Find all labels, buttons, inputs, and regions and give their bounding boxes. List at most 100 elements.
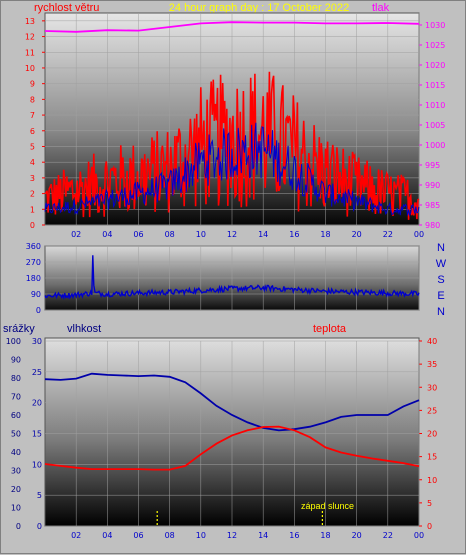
rain-y-tick-label: 100 bbox=[6, 337, 21, 346]
humidity-x-tick-label: 10 bbox=[196, 531, 206, 540]
rain-y-tick-label: 60 bbox=[11, 411, 21, 420]
temperature-y-tick-label: 25 bbox=[427, 406, 437, 415]
wind-y-tick-label: 10 bbox=[25, 64, 35, 73]
pressure-y-tick-label: 1030 bbox=[425, 21, 445, 30]
temperature-y-tick-label: 0 bbox=[427, 522, 432, 531]
humidity-y-tick-label: 30 bbox=[32, 337, 42, 346]
temperature-y-tick-label: 35 bbox=[427, 360, 437, 369]
wind-y-tick-label: 2 bbox=[30, 190, 35, 199]
pressure-y-tick-label: 980 bbox=[425, 221, 440, 230]
wind-speed-label: rychlost větru bbox=[34, 2, 99, 14]
humidity-x-tick-label: 14 bbox=[258, 531, 268, 540]
pressure-label: tlak bbox=[372, 2, 390, 14]
chart-title: 24 hour graph day : 17 October 2022 bbox=[169, 2, 349, 14]
temperature-y-tick-label: 20 bbox=[427, 430, 437, 439]
wind-y-tick-label: 9 bbox=[30, 80, 35, 89]
wind-direction-series bbox=[44, 255, 420, 301]
humidity-x-tick-label: 12 bbox=[227, 531, 237, 540]
direction-y-tick-label: 90 bbox=[31, 290, 41, 299]
wind-x-tick-label: 16 bbox=[289, 230, 299, 239]
temperature-label: teplota bbox=[313, 323, 347, 335]
humidity-x-tick-label: 18 bbox=[320, 531, 330, 540]
rain-y-tick-label: 30 bbox=[11, 467, 21, 476]
wind-x-tick-label: 00 bbox=[414, 230, 424, 239]
pressure-y-tick-label: 1020 bbox=[425, 61, 445, 70]
humidity-x-tick-label: 20 bbox=[352, 531, 362, 540]
pressure-y-tick-label: 1025 bbox=[425, 41, 445, 50]
pressure-y-tick-label: 985 bbox=[425, 201, 440, 210]
wind-y-tick-label: 7 bbox=[30, 111, 35, 120]
wind-x-tick-label: 08 bbox=[165, 230, 175, 239]
wind-y-tick-label: 13 bbox=[25, 17, 35, 26]
humidity-y-tick-label: 0 bbox=[37, 522, 42, 531]
wind-y-tick-label: 0 bbox=[30, 221, 35, 230]
wind-x-tick-label: 10 bbox=[196, 230, 206, 239]
humidity-y-tick-label: 25 bbox=[32, 368, 42, 377]
rain-y-tick-label: 10 bbox=[11, 504, 21, 513]
humidity-x-tick-label: 02 bbox=[71, 531, 81, 540]
wind-x-tick-label: 12 bbox=[227, 230, 237, 239]
temperature-y-tick-label: 30 bbox=[427, 383, 437, 392]
compass-n-top: N bbox=[437, 242, 445, 254]
humidity-y-tick-label: 20 bbox=[32, 399, 42, 408]
compass-w: W bbox=[436, 258, 447, 270]
temperature-series bbox=[44, 425, 420, 471]
direction-y-tick-label: 360 bbox=[26, 242, 41, 251]
wind-y-tick-label: 6 bbox=[30, 127, 35, 136]
sunset-annotation: západ slunce bbox=[301, 501, 354, 511]
direction-y-tick-label: 0 bbox=[36, 306, 41, 315]
temperature-y-tick-label: 15 bbox=[427, 453, 437, 462]
pressure-y-tick-label: 1010 bbox=[425, 101, 445, 110]
temperature-y-tick-label: 10 bbox=[427, 476, 437, 485]
humidity-x-tick-label: 08 bbox=[165, 531, 175, 540]
wind-x-tick-label: 06 bbox=[133, 230, 143, 239]
humidity-y-tick-label: 10 bbox=[32, 460, 42, 469]
wind-x-tick-label: 22 bbox=[383, 230, 393, 239]
pressure-series bbox=[44, 21, 420, 33]
humidity-x-tick-label: 04 bbox=[102, 531, 112, 540]
wind-y-tick-label: 4 bbox=[30, 158, 35, 167]
humidity-x-tick-label: 22 bbox=[383, 531, 393, 540]
rain-y-tick-label: 80 bbox=[11, 374, 21, 383]
rain-y-tick-label: 90 bbox=[11, 356, 21, 365]
pressure-y-tick-label: 1015 bbox=[425, 81, 445, 90]
temperature-y-tick-label: 40 bbox=[427, 337, 437, 346]
compass-s: S bbox=[437, 274, 444, 286]
direction-y-tick-label: 180 bbox=[26, 274, 41, 283]
pressure-y-tick-label: 990 bbox=[425, 181, 440, 190]
wind-x-tick-label: 20 bbox=[352, 230, 362, 239]
pressure-y-tick-label: 1000 bbox=[425, 141, 445, 150]
wind-y-tick-label: 5 bbox=[30, 142, 35, 151]
pressure-y-tick-label: 995 bbox=[425, 161, 440, 170]
wind-x-tick-label: 18 bbox=[320, 230, 330, 239]
humidity-x-tick-label: 00 bbox=[414, 531, 424, 540]
wind-x-tick-label: 02 bbox=[71, 230, 81, 239]
rain-y-tick-label: 40 bbox=[11, 448, 21, 457]
humidity-y-tick-label: 15 bbox=[32, 430, 42, 439]
rain-label: srážky bbox=[3, 323, 35, 335]
wind-x-tick-label: 04 bbox=[102, 230, 112, 239]
pressure-y-tick-label: 1005 bbox=[425, 121, 445, 130]
humidity-y-tick-label: 5 bbox=[37, 491, 42, 500]
humidity-label: vlhkost bbox=[67, 323, 101, 335]
rain-y-tick-label: 70 bbox=[11, 393, 21, 402]
humidity-series bbox=[44, 372, 420, 432]
temperature-y-tick-label: 5 bbox=[427, 499, 432, 508]
compass-n-bottom: N bbox=[437, 306, 445, 318]
wind-average-series bbox=[44, 122, 420, 217]
wind-y-tick-label: 8 bbox=[30, 95, 35, 104]
wind-gust-series bbox=[44, 71, 420, 220]
compass-e: E bbox=[437, 290, 444, 302]
rain-y-tick-label: 20 bbox=[11, 485, 21, 494]
wind-y-tick-label: 3 bbox=[30, 174, 35, 183]
wind-x-tick-label: 14 bbox=[258, 230, 268, 239]
direction-y-tick-label: 270 bbox=[26, 258, 41, 267]
humidity-x-tick-label: 06 bbox=[133, 531, 143, 540]
humidity-x-tick-label: 16 bbox=[289, 531, 299, 540]
rain-y-tick-label: 0 bbox=[16, 522, 21, 531]
wind-y-tick-label: 11 bbox=[25, 48, 35, 57]
rain-y-tick-label: 50 bbox=[11, 430, 21, 439]
wind-y-tick-label: 1 bbox=[30, 205, 35, 214]
wind-y-tick-label: 12 bbox=[25, 33, 35, 42]
